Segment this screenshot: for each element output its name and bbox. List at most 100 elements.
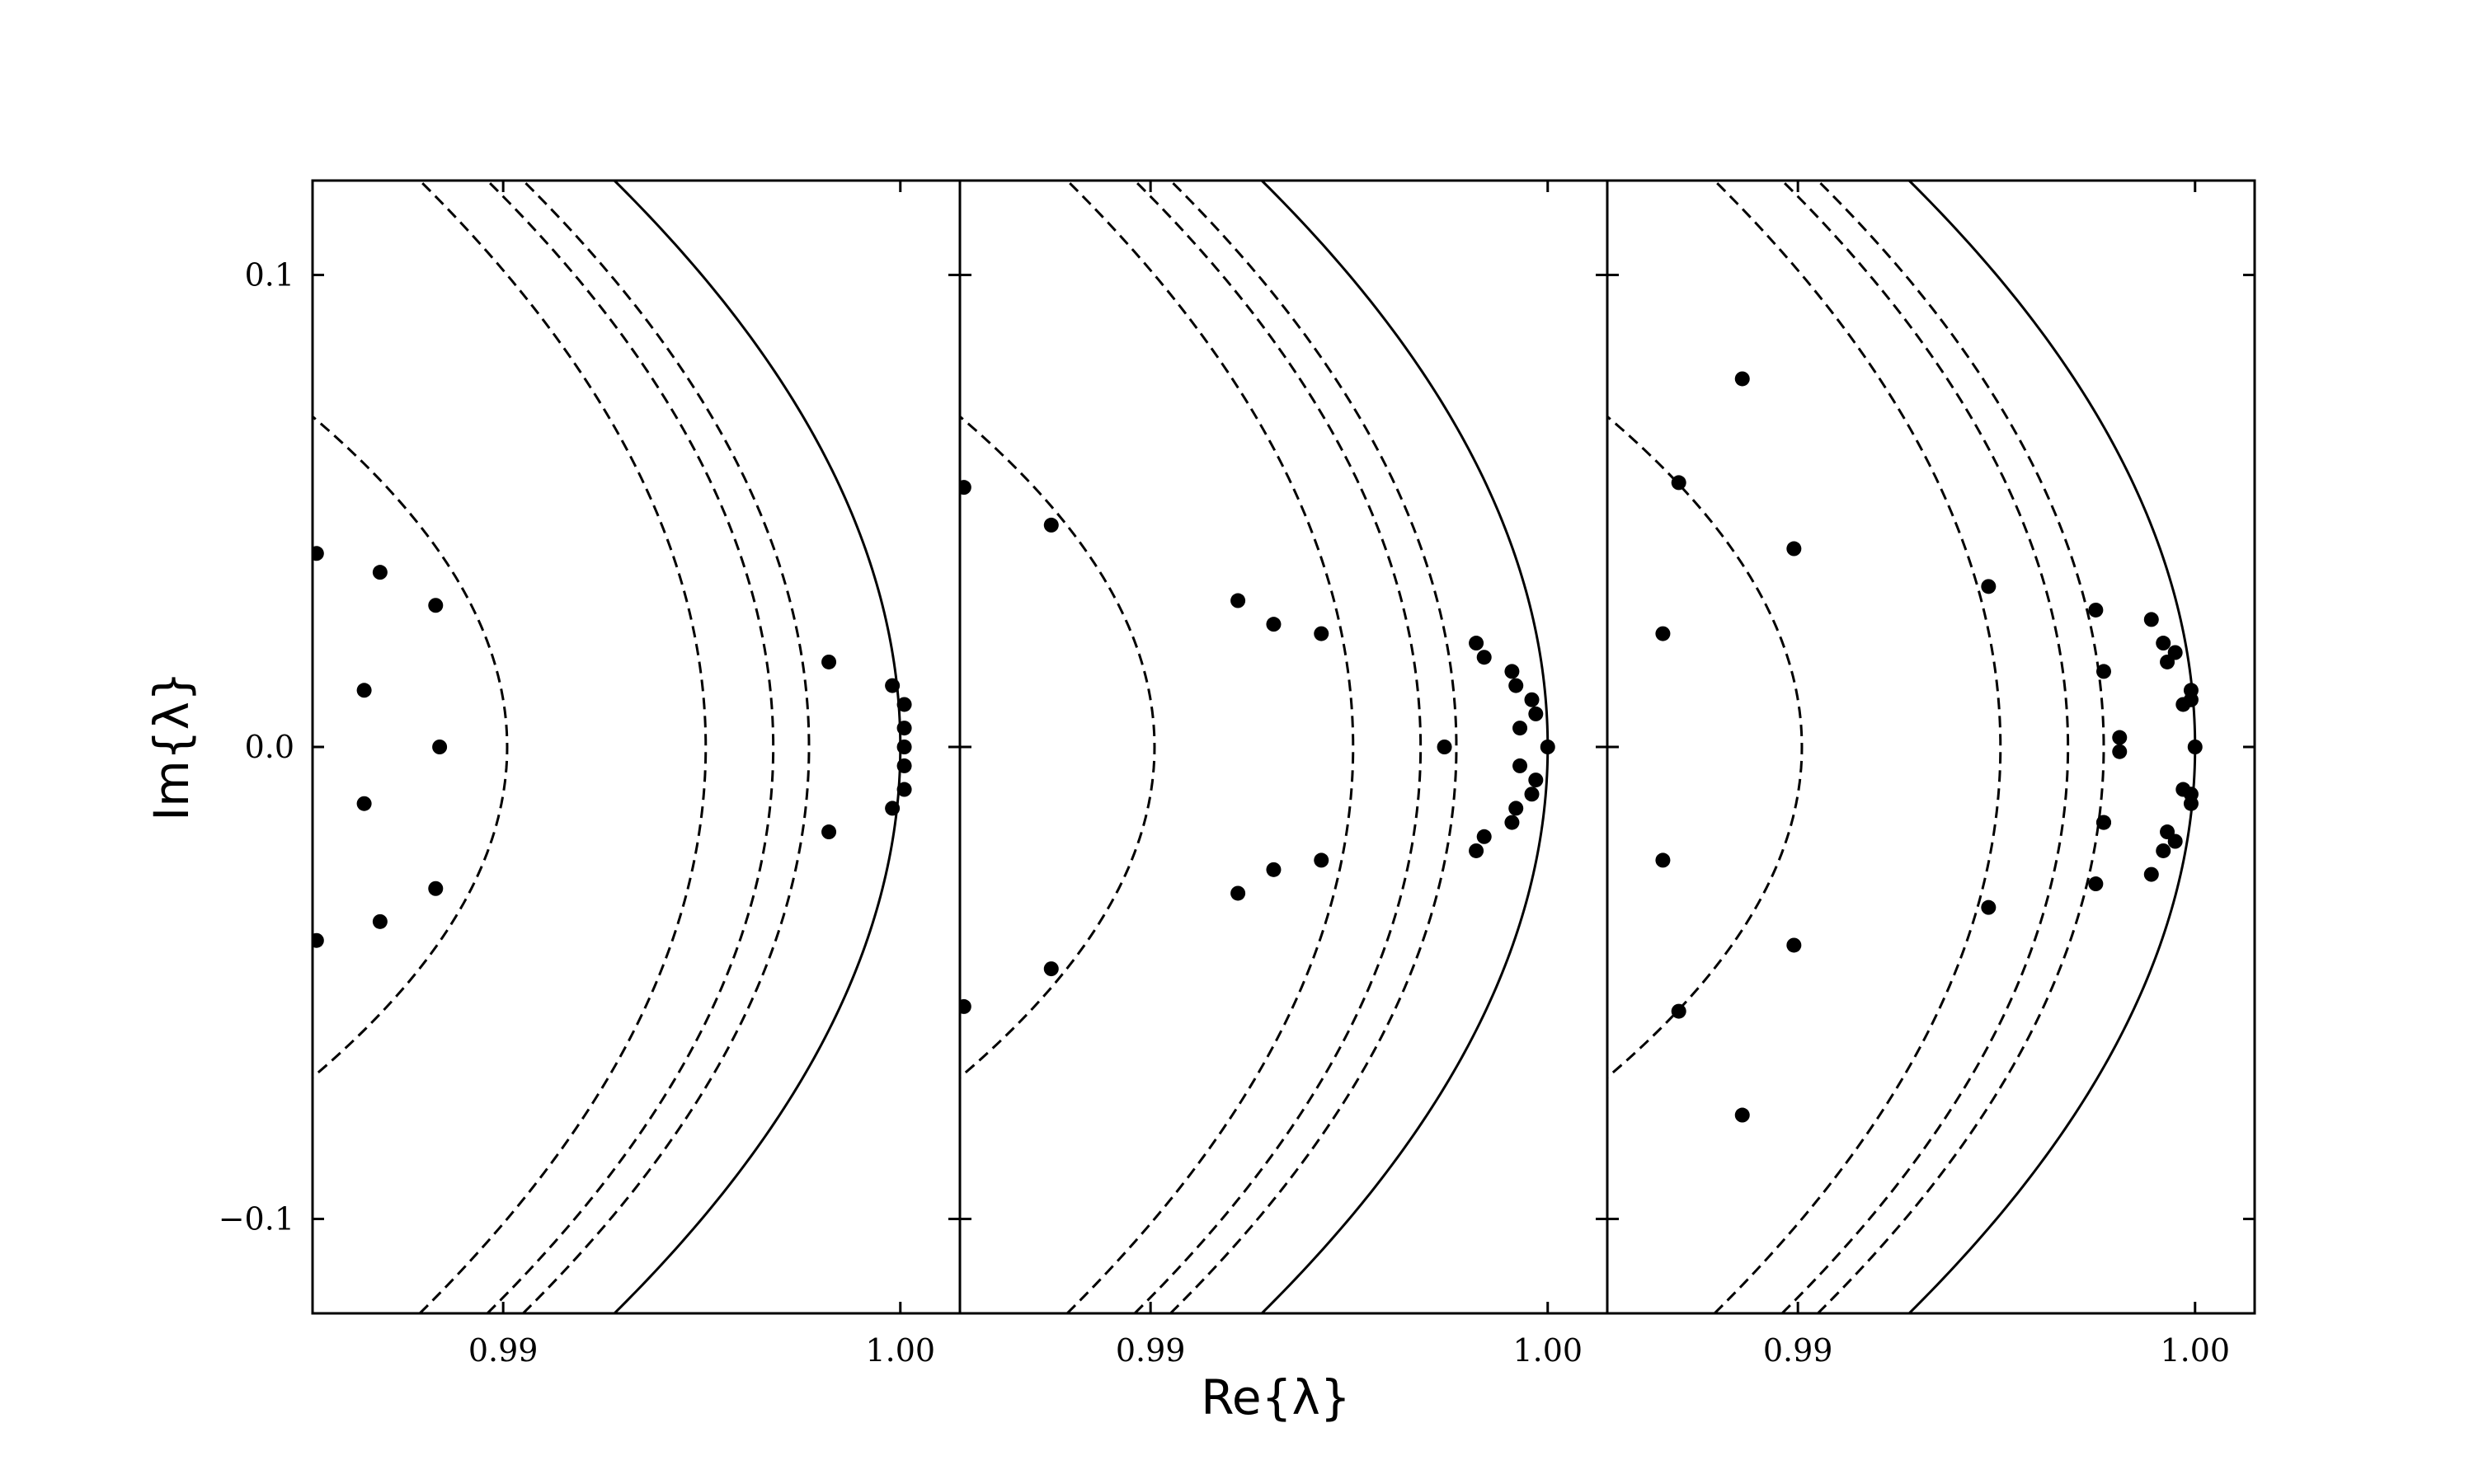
- dashed-boundary-curve-4: [313, 415, 509, 1079]
- eigenvalue-point: [2088, 602, 2104, 618]
- eigenvalue-point: [356, 683, 372, 698]
- eigenvalue-point: [896, 758, 912, 773]
- eigenvalue-point: [2112, 744, 2128, 759]
- eigenvalue-point: [821, 824, 837, 840]
- eigenvalue-point: [1230, 885, 1246, 901]
- eigenvalue-point: [1655, 626, 1671, 641]
- eigenvalue-point: [2143, 866, 2159, 882]
- boundary-curves: [313, 181, 902, 1313]
- eigenvalue-point: [896, 740, 912, 754]
- eigenvalue-point: [1469, 636, 1484, 651]
- eigenvalue-point: [2187, 740, 2203, 754]
- eigenvalue-point: [2156, 636, 2171, 651]
- eigenvalue-point: [885, 801, 901, 816]
- eigenvalue-point: [885, 678, 901, 693]
- x-tick-label: 0.99: [1116, 1332, 1186, 1369]
- panels-layer: [311, 179, 2256, 1315]
- eigenvalue-point: [896, 782, 912, 797]
- eigenvalue-points: [1655, 371, 2203, 1123]
- eigenvalue-point: [1524, 787, 1540, 802]
- eigenvalue-point: [1786, 937, 1802, 953]
- eigenvalue-point: [1655, 852, 1671, 868]
- eigenvalue-points: [313, 546, 912, 948]
- eigenvalue-point: [1314, 626, 1329, 641]
- eigenvalue-point: [2183, 787, 2199, 802]
- eigenvalue-point: [1266, 862, 1282, 877]
- x-tick-label: 1.00: [1512, 1332, 1583, 1369]
- eigenvalue-point: [1469, 843, 1484, 858]
- eigenvalue-point: [1437, 740, 1452, 754]
- y-tick-label: 0.0: [245, 729, 294, 765]
- eigenvalue-point: [1528, 706, 1544, 721]
- eigenvalue-point: [2156, 843, 2171, 858]
- x-tick-label: 1.00: [865, 1332, 935, 1369]
- eigenvalue-point: [960, 998, 971, 1014]
- dashed-boundary-curve-1: [1713, 181, 2002, 1313]
- dashed-boundary-curve-2: [486, 181, 775, 1313]
- eigenvalue-point: [960, 480, 971, 495]
- eigenvalue-point: [1504, 815, 1520, 830]
- eigenvalue-point: [313, 546, 324, 561]
- eigenvalue-point: [1508, 678, 1524, 693]
- y-tick-label: −0.1: [219, 1201, 294, 1237]
- eigenvalue-point: [2143, 612, 2159, 627]
- eigenvalue-point: [1230, 593, 1246, 608]
- x-axis-title: Re{λ}: [1201, 1369, 1351, 1425]
- eigenvalue-point: [821, 654, 837, 669]
- eigenvalue-point: [313, 932, 324, 948]
- eigenvalue-point: [1314, 852, 1329, 868]
- eigenvalue-point: [2095, 664, 2111, 679]
- eigenvalue-point: [1981, 899, 1997, 915]
- dashed-boundary-curve-3: [522, 181, 811, 1313]
- x-tick-label: 1.00: [2160, 1332, 2230, 1369]
- x-tick-label: 0.99: [1763, 1332, 1833, 1369]
- dashed-boundary-curve-4: [1607, 415, 1804, 1079]
- dashed-boundary-curve-1: [418, 181, 708, 1313]
- eigenvalue-point: [1512, 758, 1528, 773]
- eigenvalue-point: [1043, 517, 1059, 533]
- eigenvalue-point: [432, 740, 448, 754]
- dashed-boundary-curve-3: [1817, 181, 2105, 1313]
- eigenvalue-point: [1512, 721, 1528, 736]
- x-tick-label: 0.99: [468, 1332, 539, 1369]
- dashed-boundary-curve-2: [1133, 181, 1423, 1313]
- dashed-boundary-curve-3: [1169, 181, 1458, 1313]
- dashed-boundary-curve-1: [1065, 181, 1355, 1313]
- eigenvalue-point: [1043, 961, 1059, 977]
- eigenvalue-point: [2088, 876, 2104, 892]
- eigenvalue-point: [1734, 371, 1750, 387]
- eigenvalue-point: [372, 565, 388, 580]
- eigenvalue-point: [1671, 1003, 1686, 1019]
- eigenvalue-points: [960, 480, 1555, 1014]
- eigenvalue-point: [1981, 579, 1997, 594]
- dashed-boundary-curve-4: [960, 415, 1156, 1079]
- eigenvalue-point: [2095, 815, 2111, 830]
- y-axis-title: Im{λ}: [143, 671, 200, 821]
- eigenvalue-point: [1671, 475, 1686, 491]
- dashed-boundary-curve-2: [1780, 181, 2070, 1313]
- eigenvalue-point: [356, 796, 372, 811]
- eigenvalue-point: [1504, 664, 1520, 679]
- eigenvalue-point: [372, 913, 388, 929]
- eigenvalue-point: [1734, 1107, 1750, 1123]
- eigenvalue-point: [1540, 740, 1555, 754]
- eigenvalue-point: [2167, 645, 2183, 660]
- eigenvalue-point: [1524, 692, 1540, 707]
- panel-3: [1606, 179, 2256, 1315]
- eigenvalue-point: [896, 721, 912, 736]
- eigenvalue-point: [428, 881, 444, 896]
- eigenvalue-point: [1476, 829, 1492, 844]
- eigenvalue-point: [2167, 834, 2183, 849]
- eigenvalue-point: [428, 598, 444, 613]
- eigenvalue-point: [1528, 773, 1544, 788]
- y-tick-label: 0.1: [245, 257, 294, 294]
- eigenvalue-point: [1266, 617, 1282, 632]
- eigenvalue-point: [1786, 541, 1802, 556]
- ticks-layer: 0.99 1.00 0.99 1.00 0.99 1.00 0.1 0.0 −0.1: [219, 257, 2230, 1369]
- eigenvalue-point: [2112, 730, 2128, 745]
- eigenvalue-point: [1476, 650, 1492, 665]
- eigenvalue-point: [896, 697, 912, 712]
- panel-1: [311, 179, 962, 1315]
